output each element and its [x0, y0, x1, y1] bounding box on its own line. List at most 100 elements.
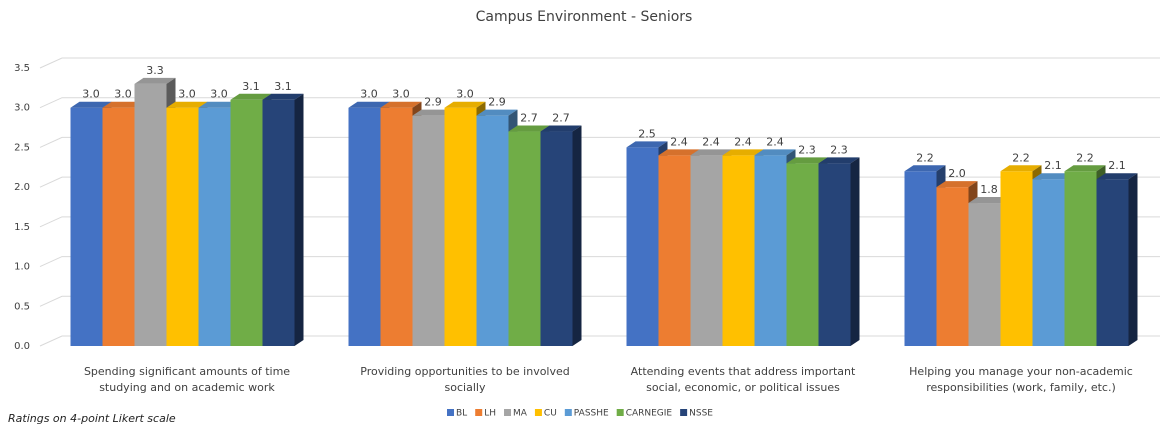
x-tick-line: social, economic, or political issues: [646, 381, 840, 394]
bar-front: [198, 107, 231, 346]
bar-front: [1064, 171, 1097, 346]
bar-top: [444, 101, 486, 108]
bar-side: [1128, 173, 1138, 346]
data-label: 2.4: [734, 135, 752, 148]
bar-top: [626, 141, 668, 148]
x-tick-line: socially: [445, 381, 486, 394]
bar-top: [786, 157, 828, 164]
data-label: 2.1: [1044, 159, 1062, 172]
bar-front: [102, 107, 135, 346]
data-label: 3.1: [274, 80, 292, 93]
data-label: 2.2: [916, 151, 934, 164]
bar-front: [690, 155, 723, 346]
bar-front: [476, 115, 509, 347]
data-label: 1.8: [980, 183, 998, 196]
legend-label: LH: [484, 409, 496, 419]
bar-top: [198, 101, 240, 108]
bar-top: [1032, 173, 1074, 180]
chart-title: Campus Environment - Seniors: [476, 9, 693, 25]
bar-side: [850, 157, 860, 346]
bar-top: [262, 93, 304, 100]
y-tick-label: 0.0: [14, 341, 30, 352]
legend-swatch: [475, 409, 483, 416]
data-label: 3.3: [146, 64, 164, 77]
bar-top: [1096, 173, 1138, 180]
bar-front: [380, 107, 413, 346]
legend-swatch: [564, 409, 572, 416]
bar-front: [722, 155, 755, 346]
data-label: 3.1: [242, 80, 260, 93]
bar-front: [166, 107, 199, 346]
bar-front: [230, 99, 263, 347]
x-tick-label: Providing opportunities to be involved so…: [360, 365, 570, 394]
bar-front: [818, 163, 851, 346]
legend-label: CARNEGIE: [626, 409, 673, 419]
data-label: 2.3: [830, 143, 848, 156]
x-tick-line: Spending significant amounts of time: [84, 365, 290, 378]
bar-top: [658, 149, 700, 156]
bar-top: [230, 93, 272, 100]
data-label: 2.7: [552, 112, 570, 125]
data-label: 2.7: [520, 112, 538, 125]
data-label: 3.0: [178, 88, 196, 101]
bar-top: [380, 101, 422, 108]
legend-swatch: [680, 409, 688, 416]
bar-front: [262, 99, 295, 347]
legend: BL LH MA CU PASSHE CARNEGIE NSSE: [447, 409, 713, 419]
bar-front: [444, 107, 477, 346]
y-tick-label: 1.5: [14, 222, 30, 233]
bar-top: [690, 149, 732, 156]
y-tick-label: 3.5: [14, 63, 30, 74]
bar-top: [166, 101, 208, 108]
legend-swatch: [616, 409, 624, 416]
bar-front: [968, 203, 1001, 346]
data-label: 3.0: [360, 88, 378, 101]
bar-top: [936, 181, 978, 188]
data-label: 2.9: [424, 96, 442, 109]
data-label: 2.2: [1076, 151, 1094, 164]
legend-swatch: [447, 409, 455, 416]
bar-side: [294, 93, 304, 347]
data-label: 2.0: [948, 167, 966, 180]
x-tick-line: Providing opportunities to be involved: [360, 365, 570, 378]
legend-label: CU: [544, 409, 557, 419]
legend-label: BL: [456, 409, 467, 419]
bar-top: [722, 149, 764, 156]
bar-top: [348, 101, 390, 108]
bar-front: [540, 131, 573, 346]
bar-front: [412, 115, 445, 347]
x-tick-label: Attending events that address important s…: [631, 365, 856, 394]
data-label: 2.9: [488, 96, 506, 109]
legend-label: NSSE: [689, 409, 713, 419]
data-label: 3.0: [210, 88, 228, 101]
bar-front: [626, 147, 659, 346]
bar-front: [348, 107, 381, 346]
bar-front: [658, 155, 691, 346]
bar-top: [540, 125, 582, 132]
data-label: 2.4: [670, 135, 688, 148]
data-label: 2.1: [1108, 159, 1126, 172]
y-tick-label: 1.0: [14, 262, 30, 273]
x-tick-line: Helping you manage your non-academic: [909, 365, 1133, 378]
y-tick-label: 0.5: [14, 301, 30, 312]
data-label: 3.0: [392, 88, 410, 101]
y-tick-label: 3.0: [14, 103, 30, 114]
bar-top: [476, 109, 518, 116]
data-label: 3.0: [82, 88, 100, 101]
data-label: 3.0: [456, 88, 474, 101]
y-tick-label: 2.5: [14, 142, 30, 153]
x-tick-label: Helping you manage your non-academic resp…: [909, 365, 1133, 394]
x-tick-line: responsibilities (work, family, etc.): [926, 381, 1116, 394]
bar-front: [936, 187, 969, 346]
y-tick-label: 2.0: [14, 182, 30, 193]
grid-line: [39, 57, 1160, 69]
bar-top: [102, 101, 144, 108]
bar-front: [786, 163, 819, 346]
bar-top: [904, 165, 946, 172]
bar-top: [134, 77, 176, 84]
legend-label: MA: [513, 409, 528, 419]
grid-line: [39, 97, 1160, 109]
bar-top: [412, 109, 454, 116]
bar-front: [70, 107, 103, 346]
